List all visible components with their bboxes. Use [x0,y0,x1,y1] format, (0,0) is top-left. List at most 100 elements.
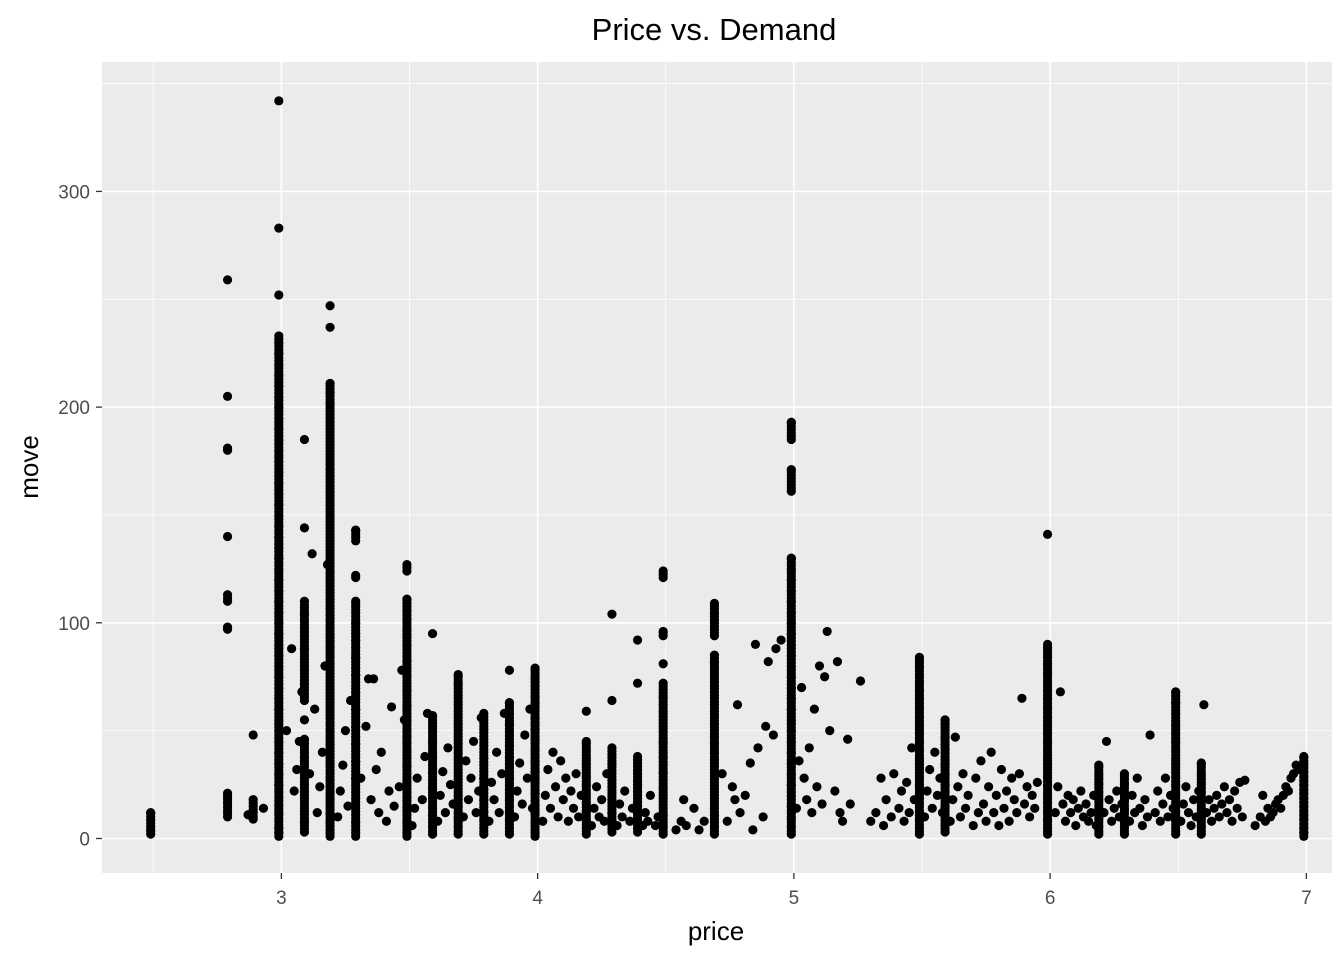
data-point [786,554,796,564]
data-point [292,764,302,775]
data-point [412,773,422,783]
data-point [374,808,384,818]
data-point [984,782,994,792]
data-point [310,704,320,714]
data-point [274,223,284,233]
data-point [978,799,989,809]
data-point [1083,816,1094,826]
data-point [1163,812,1173,822]
data-point [945,816,955,826]
data-point [222,443,233,453]
data-point [843,734,853,744]
data-point [709,735,720,745]
data-point [576,790,586,800]
data-point [1050,808,1060,818]
data-point [325,681,335,692]
data-point [294,736,304,747]
data-point [325,694,335,704]
data-point [1171,688,1181,698]
data-point [1042,655,1053,666]
data-point [325,301,335,311]
data-point [750,639,761,649]
data-point [1224,795,1235,805]
x-tick-label: 3 [276,888,287,909]
data-point [658,569,668,579]
data-point [289,786,299,796]
data-point [802,795,812,805]
data-point [989,808,999,818]
data-point [422,708,433,718]
data-point [386,702,397,712]
data-point [312,808,322,818]
data-point [914,654,925,665]
data-point [709,671,720,681]
data-point [1237,812,1247,822]
data-point [832,657,843,667]
data-point [243,810,253,820]
data-point [492,747,502,757]
data-point [558,795,568,805]
data-point [515,758,525,768]
data-point [1137,820,1147,831]
data-point [448,799,458,809]
data-point [768,730,778,740]
data-point [986,747,996,757]
data-point [445,779,456,790]
data-point [902,777,912,788]
data-point [1101,736,1112,747]
data-point [325,828,335,838]
data-point [389,801,399,811]
data-point [1014,769,1024,779]
data-point [709,761,720,771]
data-point [433,816,443,826]
data-point [497,769,507,779]
data-point [1250,820,1260,831]
data-point [407,820,417,831]
data-point [699,816,709,826]
data-point [1042,649,1053,659]
data-point [1204,795,1214,805]
data-point [1160,773,1171,783]
data-point [689,803,699,813]
data-point [274,819,284,830]
data-point [325,380,335,391]
data-point [325,526,335,536]
data-point [930,747,940,757]
data-point [999,803,1009,813]
data-point [402,828,412,838]
data-point [643,816,653,826]
data-point [351,806,361,817]
data-point [320,661,330,671]
data-point [612,820,622,831]
data-point [581,738,591,749]
data-point [607,746,617,756]
x-tick-label: 7 [1301,888,1312,909]
data-point [351,793,361,804]
data-point [866,816,876,826]
data-point [937,808,948,818]
data-point [222,622,233,632]
data-point [222,790,233,800]
data-point [563,816,573,826]
data-point [351,608,361,618]
data-point [607,798,617,808]
data-point [681,820,691,831]
data-point [427,800,438,810]
data-point [845,799,855,809]
data-point [991,790,1001,800]
data-point [550,782,561,792]
data-point [248,730,258,740]
data-point [1124,816,1135,826]
data-point [345,695,356,706]
data-point [325,500,335,510]
data-point [878,820,889,831]
data-point [602,769,612,779]
data-point [976,756,986,766]
data-point [586,820,597,831]
data-point [886,812,896,822]
data-point [1219,782,1229,792]
data-point [504,665,515,675]
data-point [650,820,661,831]
data-point [548,747,558,757]
data-point [453,781,463,791]
